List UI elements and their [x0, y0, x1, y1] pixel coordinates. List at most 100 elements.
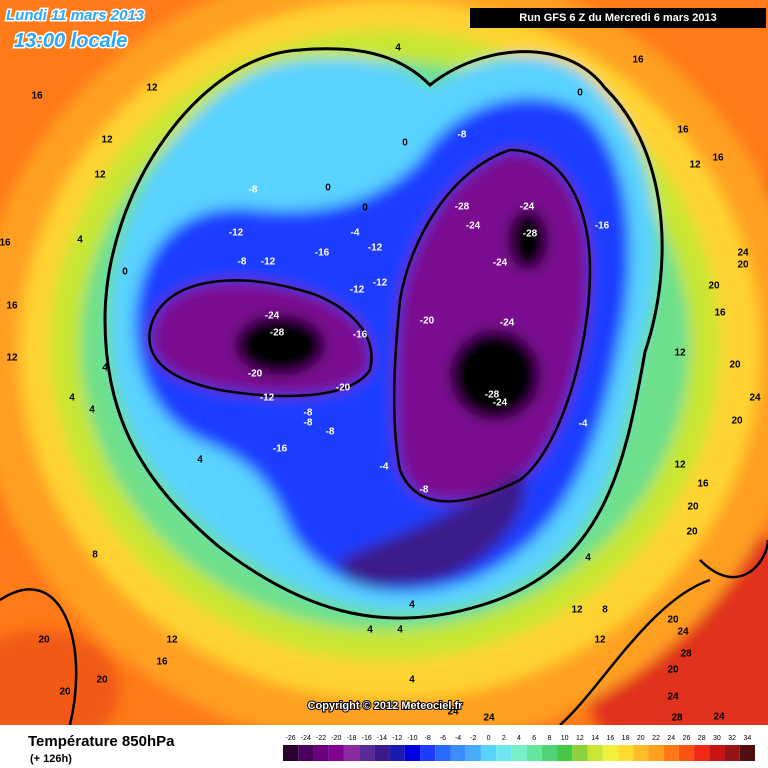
- contour-label: 12: [6, 353, 18, 364]
- scale-swatch: [435, 745, 451, 761]
- scale-label: 30: [713, 735, 721, 742]
- contour-label: 4: [397, 625, 403, 636]
- scale-label: -10: [407, 735, 417, 742]
- scale-swatch: [389, 745, 405, 761]
- contour-label: 20: [59, 687, 71, 698]
- contour-label: -16: [273, 444, 288, 455]
- contour-label: -16: [595, 221, 610, 232]
- contour-label: 12: [689, 160, 701, 171]
- contour-label: 20: [708, 281, 720, 292]
- warm-isotherm: [0, 539, 768, 725]
- scale-swatch: [694, 745, 710, 761]
- contour-label: 12: [674, 348, 686, 359]
- scale-label: -16: [362, 735, 372, 742]
- contour-label: 4: [89, 405, 95, 416]
- contour-label: 16: [0, 238, 11, 249]
- contour-label: 24: [483, 713, 495, 724]
- contour-label: 12: [101, 135, 113, 146]
- run-info: Run GFS 6 Z du Mercredi 6 mars 2013: [519, 12, 716, 24]
- contour-label: -28: [523, 229, 538, 240]
- scale-swatch: [343, 745, 360, 761]
- contour-label: -16: [315, 248, 330, 259]
- contour-label: 28: [671, 713, 683, 724]
- forecast-time: 13:00 locale: [14, 30, 127, 52]
- contour-label: 16: [31, 91, 43, 102]
- contour-label: 0: [325, 183, 331, 194]
- contour-label: -20: [336, 383, 351, 394]
- contour-label: 12: [94, 170, 106, 181]
- scale-label: 34: [743, 735, 751, 742]
- scale-swatch: [404, 745, 421, 761]
- contour-label: -12: [260, 393, 275, 404]
- contour-label: 20: [667, 615, 679, 626]
- contour-label: -8: [326, 427, 335, 438]
- footer-title: Température 850hPa: [28, 733, 175, 750]
- contour-label: 16: [697, 479, 709, 490]
- contour-label: 0: [122, 267, 128, 278]
- zero-isotherm: [103, 47, 664, 620]
- scale-label: 6: [532, 735, 536, 742]
- contour-label: 24: [749, 393, 761, 404]
- contour-label: 4: [77, 235, 83, 246]
- contour-labels: 16 12 12 12 16 4 0 16 12 4 4 4 4 8 12 16 20 20 20 4 0 0 0 -8 -12…: [0, 43, 761, 724]
- contour-label: 4: [367, 625, 373, 636]
- contour-label: 4: [102, 363, 108, 374]
- scale-label: 10: [561, 735, 569, 742]
- scale-label: -8: [425, 735, 431, 742]
- contour-label: 24: [447, 707, 459, 718]
- contour-label: -12: [229, 228, 244, 239]
- contour-label: -28: [455, 202, 470, 213]
- contour-label: -24: [493, 258, 508, 269]
- scale-label: -26: [286, 735, 296, 742]
- scale-label: -4: [455, 735, 461, 742]
- scale-label: -24: [301, 735, 311, 742]
- scale-swatch: [359, 745, 375, 761]
- contour-label: -16: [353, 330, 368, 341]
- contour-label: -8: [420, 485, 429, 496]
- contour-label: 12: [166, 635, 178, 646]
- scale-swatch: [420, 745, 436, 761]
- contour-label: 20: [667, 665, 679, 676]
- contour-label: 16: [714, 308, 726, 319]
- contour-label: 12: [146, 83, 158, 94]
- contour-label: 24: [713, 712, 725, 723]
- scale-label: -22: [316, 735, 326, 742]
- scale-swatch: [663, 745, 679, 761]
- scale-label: 4: [517, 735, 521, 742]
- scale-label: -2: [470, 735, 476, 742]
- contour-label: 20: [96, 675, 108, 686]
- scale-swatch: [557, 745, 573, 761]
- contour-label: 0: [362, 203, 368, 214]
- scale-swatch: [526, 745, 542, 761]
- scale-swatch: [678, 745, 695, 761]
- scale-label: 28: [698, 735, 706, 742]
- contour-label: -28: [270, 328, 285, 339]
- contour-label: 12: [594, 635, 606, 646]
- scale-swatch: [298, 745, 314, 761]
- scale-swatch: [709, 745, 725, 761]
- contour-label: 4: [409, 675, 415, 686]
- contour-label: 16: [156, 657, 168, 668]
- scale-swatch: [541, 745, 558, 761]
- contour-label: -24: [466, 221, 481, 232]
- scale-label: -18: [346, 735, 356, 742]
- contour-label: 16: [677, 125, 689, 136]
- contour-label: -24: [520, 202, 535, 213]
- contour-label: 4: [585, 553, 591, 564]
- contour-label: 24: [677, 627, 689, 638]
- scale-label: 22: [652, 735, 660, 742]
- contour-label: 12: [674, 460, 686, 471]
- scale-swatch: [739, 745, 755, 761]
- contour-label: -24: [265, 311, 280, 322]
- contour-label: 4: [69, 393, 75, 404]
- contour-label: 20: [38, 635, 50, 646]
- contour-label: 28: [680, 649, 692, 660]
- scale-label: 26: [683, 735, 691, 742]
- contour-label: -8: [304, 408, 313, 419]
- contour-label: -24: [493, 398, 508, 409]
- contour-label: 4: [197, 455, 203, 466]
- contour-label: 4: [409, 600, 415, 611]
- contour-label: 16: [632, 55, 644, 66]
- contour-label: -12: [350, 285, 365, 296]
- contour-label: -8: [458, 130, 467, 141]
